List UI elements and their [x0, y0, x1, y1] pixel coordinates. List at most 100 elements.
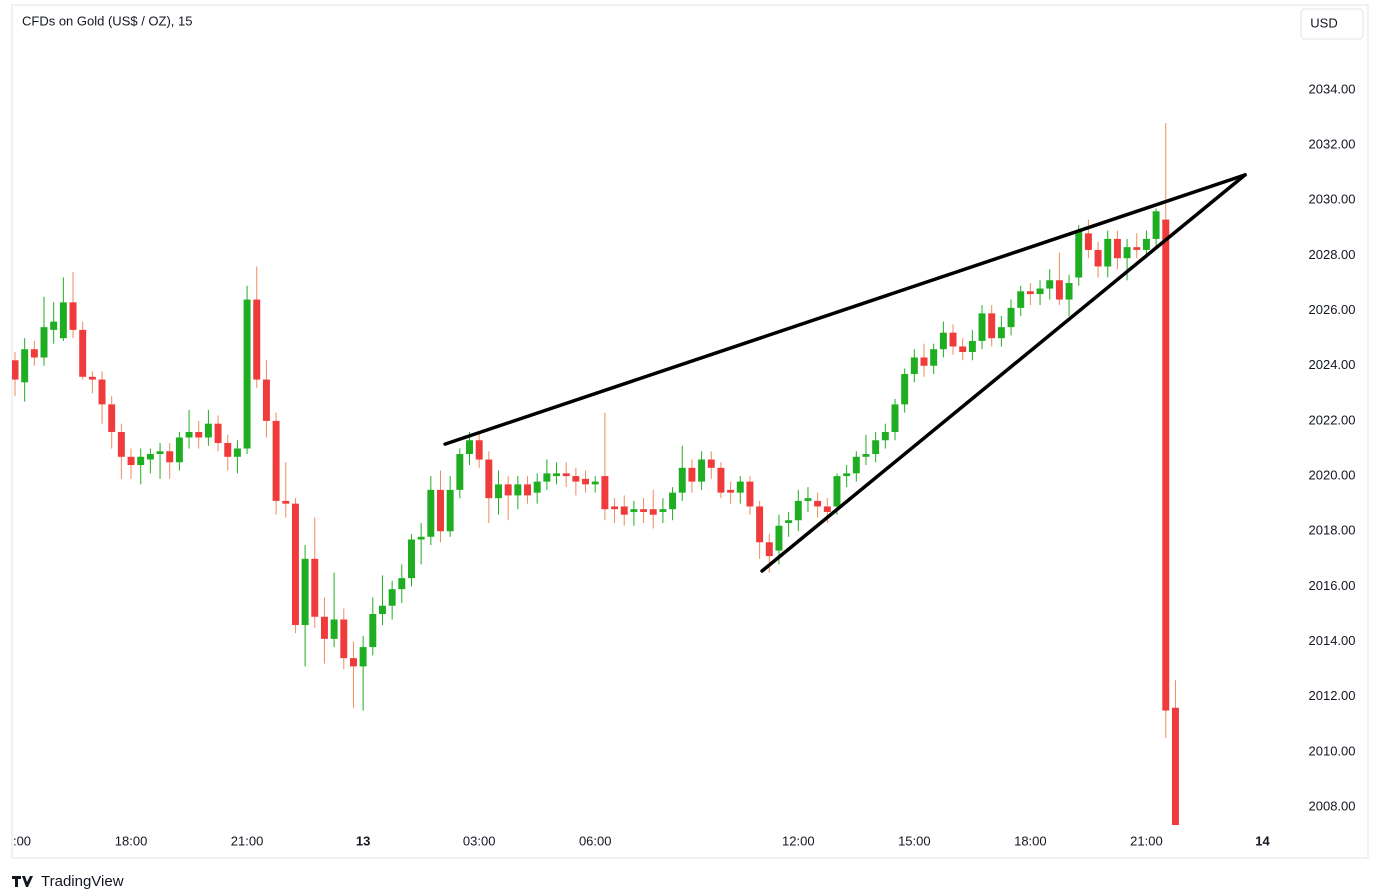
- y-tick-label: 2016.00: [1309, 578, 1356, 593]
- x-tick-label: 21:00: [1130, 833, 1163, 848]
- candle-body: [1113, 238, 1121, 259]
- plot-area: [12, 123, 1179, 825]
- candle-body: [553, 473, 561, 477]
- candle-body: [649, 509, 657, 515]
- candle-body: [1007, 307, 1015, 328]
- x-tick-label: 14: [1255, 833, 1270, 848]
- candle-body: [533, 481, 541, 493]
- candle-body: [862, 454, 870, 457]
- candle-body: [262, 379, 270, 421]
- candle-body: [1046, 280, 1054, 289]
- currency-button[interactable]: [1300, 8, 1364, 40]
- candle-body: [175, 437, 183, 463]
- candle-body: [40, 327, 48, 358]
- candle-body: [59, 302, 67, 339]
- candle-body: [427, 489, 435, 537]
- currency-label[interactable]: USD: [1310, 15, 1337, 30]
- candle-body: [282, 500, 290, 504]
- candle-body: [688, 467, 696, 482]
- chart-title: CFDs on Gold (US$ / OZ), 15: [22, 13, 193, 28]
- candle-body: [214, 423, 222, 443]
- candle-body: [591, 481, 599, 485]
- y-tick-label: 2014.00: [1309, 633, 1356, 648]
- candle-body: [388, 589, 396, 606]
- candle-body: [949, 332, 957, 347]
- candle-body: [69, 302, 77, 330]
- candle-body: [611, 506, 619, 510]
- candle-body: [1036, 288, 1044, 295]
- candle-body: [959, 346, 967, 352]
- candle-body: [1152, 211, 1160, 239]
- candle-body: [504, 484, 512, 496]
- y-tick-label: 2022.00: [1309, 412, 1356, 427]
- candle-body: [398, 578, 406, 590]
- candle-body: [1133, 247, 1141, 250]
- candle-body: [1171, 707, 1179, 825]
- x-tick-label: 18:00: [1014, 833, 1047, 848]
- x-tick-label: 21:00: [231, 833, 264, 848]
- candle-body: [253, 299, 261, 380]
- candle-body: [630, 509, 638, 512]
- candle-body: [12, 360, 19, 380]
- candle-body: [1104, 238, 1112, 267]
- candle-body: [524, 484, 532, 496]
- candle-body: [978, 313, 986, 341]
- candle-body: [108, 404, 116, 432]
- candle-body: [1017, 291, 1025, 308]
- candle-body: [794, 500, 802, 521]
- candle-body: [156, 451, 164, 455]
- candle-body: [204, 423, 212, 438]
- candle-body: [997, 327, 1005, 339]
- candle-body: [765, 542, 773, 557]
- candle-body: [736, 481, 744, 493]
- candle-body: [1162, 219, 1170, 711]
- candle-body: [21, 349, 29, 383]
- candle-body: [1094, 249, 1102, 267]
- candle-body: [243, 299, 251, 449]
- candle-body: [785, 520, 793, 523]
- candle-body: [852, 456, 860, 474]
- candle-body: [79, 329, 87, 377]
- candle-body: [495, 484, 502, 499]
- y-tick-label: 2018.00: [1309, 523, 1356, 538]
- candle-body: [543, 473, 551, 482]
- candle-body: [814, 500, 822, 507]
- candle-body: [640, 509, 648, 512]
- candle-body: [185, 431, 193, 438]
- candle-body: [620, 506, 628, 515]
- candle-body: [166, 451, 174, 463]
- candle-body: [872, 440, 880, 455]
- candle-body: [514, 484, 522, 496]
- candle-body: [30, 349, 38, 358]
- candle-body: [659, 509, 667, 512]
- candle-body: [1026, 291, 1034, 295]
- candle-body: [968, 340, 976, 352]
- candle-body: [881, 431, 889, 441]
- candle-body: [669, 492, 677, 510]
- candle-body: [930, 349, 938, 366]
- brand-name: TradingView: [41, 873, 124, 890]
- candle-body: [466, 440, 473, 455]
- candle-body: [320, 616, 328, 639]
- candle-body: [137, 456, 145, 466]
- candle-body: [272, 420, 280, 501]
- y-tick-label: 2034.00: [1309, 81, 1356, 96]
- candle-body: [910, 357, 918, 375]
- candle-body: [707, 459, 715, 468]
- candle-body: [301, 558, 309, 626]
- y-tick-label: 2030.00: [1309, 192, 1356, 207]
- candle-body: [823, 506, 831, 512]
- x-tick-label: 15:00: [898, 833, 931, 848]
- candle-body: [456, 454, 464, 490]
- candle-body: [582, 478, 590, 485]
- candle-body: [1123, 247, 1131, 259]
- candle-body: [901, 374, 909, 405]
- candle-body: [775, 525, 783, 551]
- y-tick-label: 2008.00: [1309, 799, 1356, 814]
- candle-body: [291, 503, 299, 626]
- x-tick-label: 12:00: [782, 833, 815, 848]
- candle-body: [359, 647, 367, 667]
- candle-body: [475, 440, 483, 460]
- candle-body: [195, 431, 203, 438]
